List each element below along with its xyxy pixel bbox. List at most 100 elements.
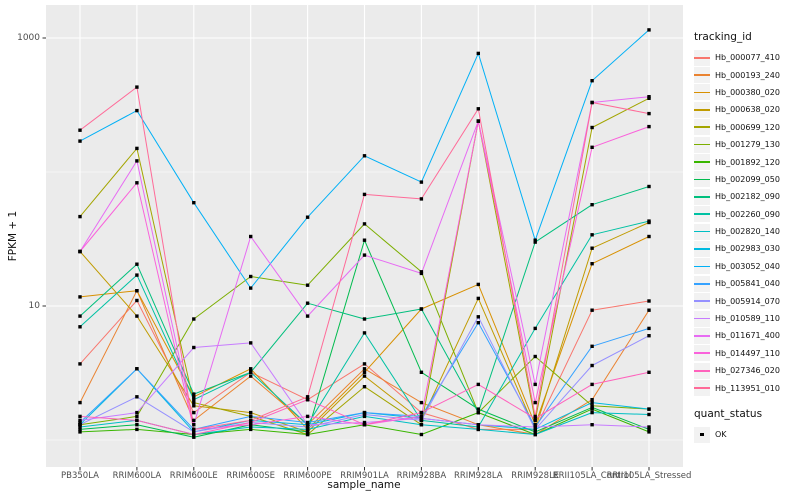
data-point bbox=[476, 296, 480, 301]
legend-key bbox=[694, 206, 710, 223]
legend-swatch-line bbox=[694, 178, 710, 181]
data-point bbox=[476, 425, 480, 429]
data-point bbox=[419, 400, 424, 405]
data-point bbox=[590, 423, 594, 427]
legend-key bbox=[694, 67, 710, 84]
legend-label: Hb_001892_120 bbox=[715, 157, 780, 167]
data-point bbox=[362, 192, 367, 197]
legend-entry: Hb_011671_400 bbox=[694, 327, 798, 344]
data-point bbox=[419, 271, 424, 276]
data-point bbox=[249, 418, 253, 423]
data-point bbox=[647, 111, 651, 116]
data-point bbox=[590, 308, 594, 312]
data-point bbox=[590, 100, 594, 105]
data-point bbox=[362, 367, 367, 371]
legend-entry: Hb_002099_050 bbox=[694, 171, 798, 188]
legend-key bbox=[694, 345, 710, 362]
legend-swatch-line bbox=[694, 213, 710, 216]
legend-entry: Hb_002983_030 bbox=[694, 240, 798, 257]
data-point bbox=[590, 405, 594, 410]
data-point bbox=[135, 410, 139, 415]
legend-swatch-line bbox=[694, 195, 710, 198]
legend-entry: Hb_027346_020 bbox=[694, 362, 798, 379]
data-point bbox=[362, 420, 367, 425]
legend-swatch-line bbox=[694, 126, 710, 129]
legend-label: Hb_002820_140 bbox=[715, 227, 780, 237]
x-tick-label: RRIM928LA bbox=[453, 471, 503, 481]
data-point bbox=[590, 203, 594, 207]
legend-label: Hb_003052_040 bbox=[715, 261, 780, 271]
data-point bbox=[362, 362, 367, 366]
legend-key bbox=[694, 171, 710, 188]
data-point bbox=[249, 370, 253, 374]
legend-entry: Hb_002820_140 bbox=[694, 223, 798, 240]
data-point bbox=[305, 432, 310, 437]
data-point bbox=[78, 400, 82, 405]
data-point bbox=[476, 407, 480, 411]
data-point bbox=[249, 423, 253, 427]
data-point bbox=[419, 432, 424, 437]
legend-key bbox=[694, 154, 710, 171]
data-point bbox=[533, 418, 537, 423]
data-point bbox=[192, 432, 196, 437]
data-point bbox=[192, 395, 196, 399]
legend: tracking_id Hb_000077_410 Hb_000193_240 Hb… bbox=[694, 31, 798, 443]
data-point bbox=[419, 418, 424, 423]
data-point bbox=[476, 282, 480, 287]
data-point bbox=[192, 404, 196, 408]
data-point bbox=[647, 95, 651, 99]
legend-entry: Hb_010589_110 bbox=[694, 310, 798, 327]
data-point bbox=[78, 418, 82, 423]
data-point bbox=[305, 420, 310, 425]
legend-key bbox=[694, 101, 710, 118]
data-point bbox=[135, 423, 139, 427]
data-point bbox=[135, 395, 139, 399]
data-point bbox=[533, 430, 537, 434]
legend-entry: Hb_113951_010 bbox=[694, 379, 798, 397]
legend-entry-ok: OK bbox=[694, 426, 798, 443]
data-point bbox=[419, 370, 424, 374]
legend-key bbox=[694, 380, 710, 397]
data-point bbox=[419, 414, 424, 419]
data-point bbox=[135, 298, 139, 303]
legend-label: Hb_010589_110 bbox=[715, 314, 780, 324]
data-point bbox=[590, 344, 594, 348]
data-point bbox=[647, 28, 651, 32]
legend-swatch-line bbox=[694, 352, 710, 355]
data-point bbox=[533, 382, 537, 387]
data-point bbox=[305, 314, 310, 318]
legend-label-ok: OK bbox=[715, 430, 727, 439]
data-point bbox=[135, 414, 139, 419]
data-point bbox=[135, 181, 139, 185]
legend-swatch-line bbox=[694, 282, 710, 285]
data-point bbox=[135, 273, 139, 277]
legend-entry: Hb_003052_040 bbox=[694, 258, 798, 275]
legend-label: Hb_000699_120 bbox=[715, 122, 780, 132]
data-point bbox=[590, 125, 594, 130]
data-point bbox=[362, 238, 367, 242]
data-point bbox=[590, 262, 594, 266]
data-point bbox=[419, 197, 424, 201]
x-tick-label: RRII105LA_Stressed bbox=[606, 471, 692, 481]
legend-title-quant-status: quant_status bbox=[694, 407, 763, 420]
data-point bbox=[590, 400, 594, 405]
legend-swatch-line bbox=[694, 317, 710, 320]
y-tick-label: 1000 bbox=[17, 32, 40, 43]
data-point bbox=[590, 382, 594, 387]
data-point bbox=[78, 325, 82, 329]
legend-label: Hb_002182_090 bbox=[715, 192, 780, 202]
x-tick-label: RRIM600SE bbox=[226, 471, 276, 481]
legend-key bbox=[694, 362, 710, 379]
data-point bbox=[78, 295, 82, 299]
data-point bbox=[476, 382, 480, 387]
legend-label: Hb_011671_400 bbox=[715, 331, 780, 341]
y-tick-label: 10 bbox=[28, 300, 40, 311]
data-point bbox=[647, 412, 651, 417]
legend-entry: Hb_000077_410 bbox=[694, 49, 798, 66]
data-point bbox=[78, 425, 82, 429]
data-point bbox=[249, 286, 253, 290]
legend-label: Hb_113951_010 bbox=[715, 383, 780, 393]
data-point bbox=[135, 85, 139, 89]
data-point bbox=[249, 374, 253, 378]
data-point bbox=[192, 317, 196, 321]
